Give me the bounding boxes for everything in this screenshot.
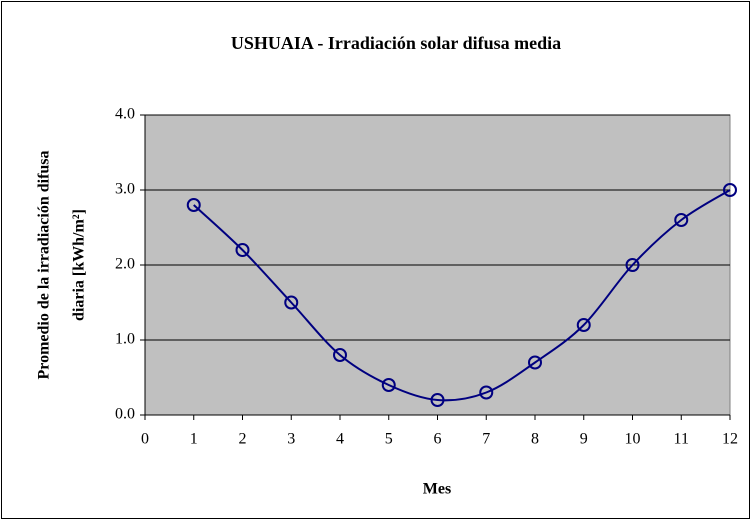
data-point [723, 183, 737, 197]
data-point [674, 213, 689, 227]
y-axis-label: Promedio de la irradiación difusa diaria… [36, 150, 88, 379]
data-point [284, 295, 299, 310]
data-point [235, 243, 250, 257]
x-tick-label: 7 [482, 431, 490, 448]
x-tick-label: 5 [385, 431, 393, 448]
x-tick-label: 8 [531, 431, 539, 448]
chart-title: USHUAIA - Irradiación solar difusa media [231, 33, 561, 53]
x-tick-label: 1 [190, 431, 198, 448]
x-tick-label: 2 [239, 431, 247, 448]
x-tick-label: 6 [434, 431, 442, 448]
y-axis-label-line: Promedio de la irradiación difusa [36, 150, 53, 379]
y-tick-label: 1.0 [115, 331, 135, 348]
y-axis-label-line: diaria [kWh/m²] [71, 209, 88, 321]
x-tick-label: 12 [722, 431, 738, 448]
data-point [479, 385, 494, 400]
data-point [186, 198, 201, 212]
y-tick-label: 2.0 [115, 256, 135, 273]
data-point [528, 355, 542, 370]
y-tick-label: 4.0 [115, 106, 135, 123]
x-tick-label: 10 [625, 431, 641, 448]
data-point [430, 393, 445, 407]
x-tick-label: 9 [580, 431, 588, 448]
data-point [576, 318, 591, 332]
x-tick-label: 0 [141, 431, 149, 448]
y-tick-label: 0.0 [115, 406, 135, 423]
x-tick-label: 11 [674, 431, 689, 448]
x-tick-label: 4 [336, 431, 344, 448]
data-point [625, 258, 640, 272]
data-point [333, 348, 347, 362]
y-tick-label: 3.0 [115, 181, 135, 198]
x-axis-label: Mes [423, 481, 451, 498]
x-tick-label: 3 [287, 431, 295, 448]
data-point [381, 378, 396, 392]
